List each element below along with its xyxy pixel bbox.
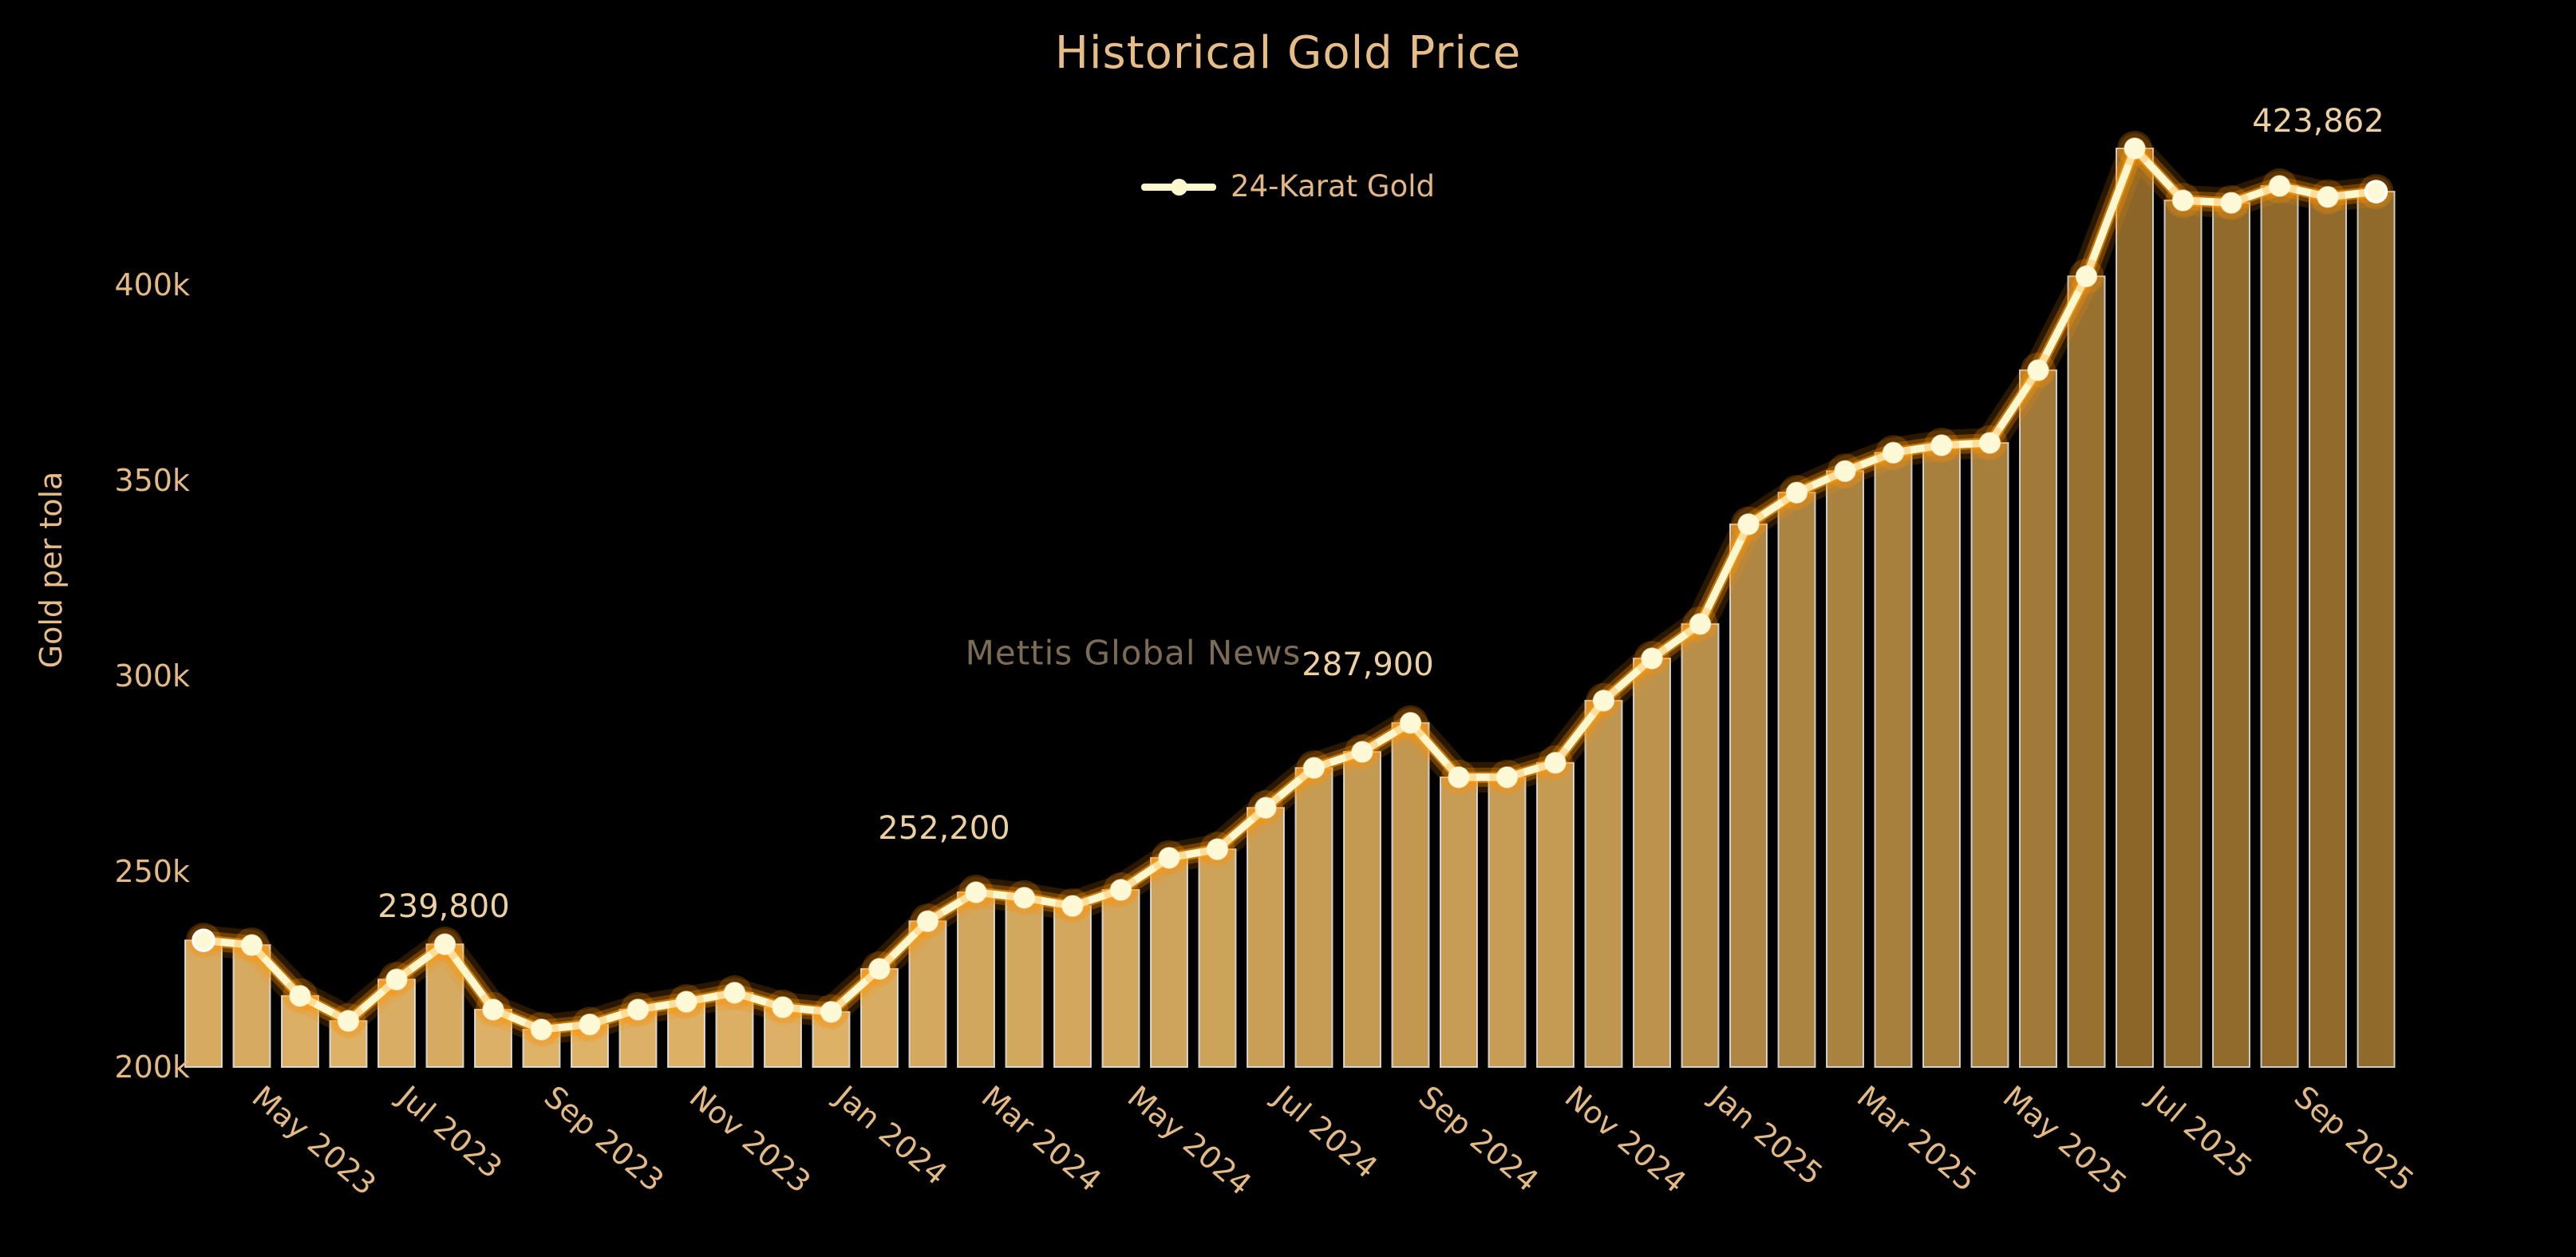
marker [1254, 796, 1277, 819]
marker [868, 958, 891, 980]
bar [2019, 369, 2057, 1068]
marker [1544, 752, 1567, 774]
bar [1777, 492, 1816, 1068]
data-label-annotation: 423,862 [2252, 103, 2384, 140]
marker [1495, 766, 1519, 789]
bar [2309, 196, 2347, 1068]
marker [1448, 766, 1470, 789]
marker [2027, 359, 2049, 381]
marker [1930, 434, 1953, 457]
marker [2075, 265, 2098, 287]
bar [1826, 470, 1864, 1068]
marker [1351, 741, 1373, 763]
bar [2212, 202, 2250, 1069]
marker [2317, 186, 2339, 208]
bar [2116, 147, 2154, 1069]
marker [1592, 690, 1615, 712]
bar [1536, 761, 1574, 1069]
bar [1247, 807, 1285, 1068]
marker [1882, 441, 1905, 464]
bar [1488, 776, 1527, 1068]
marker [1641, 647, 1663, 670]
bar [1970, 441, 2009, 1068]
watermark: Mettis Global News [965, 633, 1302, 673]
marker [530, 1018, 553, 1041]
marker [385, 968, 408, 990]
marker [1785, 481, 1808, 504]
bar [1584, 699, 1623, 1068]
marker [916, 910, 939, 932]
marker-endpoint [2364, 180, 2388, 204]
marker [1302, 757, 1326, 779]
y-tick-label: 400k [114, 267, 190, 302]
price-line [200, 144, 2380, 1034]
y-tick-label: 300k [114, 658, 190, 694]
legend-line-marker-icon [1141, 172, 1217, 202]
bar [2163, 200, 2203, 1068]
marker-endpoint [192, 928, 215, 952]
marker [2171, 189, 2195, 211]
marker [1013, 887, 1036, 909]
marker [772, 996, 794, 1018]
bar [1294, 767, 1333, 1069]
marker [482, 998, 504, 1021]
bar [1391, 721, 1430, 1068]
marker [2220, 192, 2242, 214]
marker [337, 1010, 360, 1032]
bar [957, 891, 995, 1068]
marker [1737, 513, 1760, 536]
bar [1633, 657, 1671, 1068]
y-tick-label: 200k [114, 1049, 190, 1085]
bar [1053, 905, 1092, 1068]
bar [1874, 452, 1913, 1068]
y-tick-label: 350k [114, 463, 190, 498]
marker [289, 985, 311, 1007]
marker [1834, 460, 1856, 482]
data-label-annotation: 252,200 [878, 810, 1010, 847]
marker [240, 934, 263, 956]
marker [1978, 432, 2001, 454]
bar [1101, 889, 1140, 1069]
bar [1922, 444, 1961, 1068]
marker [675, 990, 697, 1013]
y-tick-label: 250k [114, 854, 190, 889]
marker [1109, 879, 1132, 901]
data-label-annotation: 287,900 [1302, 646, 1434, 683]
marker [1399, 712, 1422, 734]
marker [723, 982, 746, 1004]
bar [2067, 275, 2106, 1069]
chart-title: Historical Gold Price [1054, 27, 1522, 79]
marker [579, 1013, 601, 1036]
legend-item-24-karat-gold[interactable]: 24-Karat Gold [1141, 169, 1435, 204]
data-label-annotation: 239,800 [377, 888, 510, 925]
bar [2357, 191, 2396, 1069]
bar [715, 991, 754, 1069]
legend-label: 24-Karat Gold [1231, 169, 1435, 204]
bar [1343, 751, 1381, 1068]
marker [1061, 895, 1084, 917]
marker [965, 881, 987, 903]
legend-marker-dot [1171, 178, 1188, 196]
marker [433, 933, 456, 955]
marker [1158, 847, 1180, 869]
bar [184, 939, 223, 1068]
marker [626, 998, 650, 1021]
bar [1729, 523, 1768, 1068]
bar [2260, 185, 2299, 1068]
bar [1681, 623, 1720, 1068]
marker [1206, 838, 1229, 860]
marker [2268, 175, 2291, 197]
bar [1005, 896, 1044, 1068]
bar [1440, 776, 1478, 1068]
marker [820, 1001, 843, 1023]
marker [2124, 137, 2146, 160]
bar [1150, 856, 1188, 1068]
marker [1689, 613, 1712, 635]
bar [1198, 848, 1237, 1068]
